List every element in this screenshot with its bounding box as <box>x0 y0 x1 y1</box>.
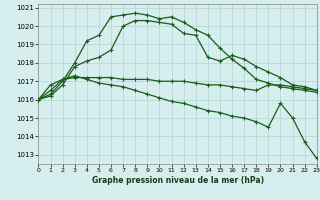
X-axis label: Graphe pression niveau de la mer (hPa): Graphe pression niveau de la mer (hPa) <box>92 176 264 185</box>
